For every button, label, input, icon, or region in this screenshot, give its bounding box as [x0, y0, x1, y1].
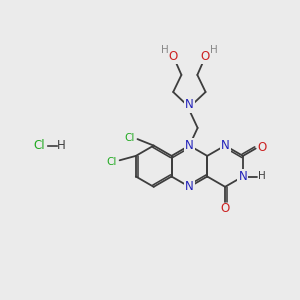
Text: N: N: [185, 98, 194, 111]
Text: O: O: [201, 50, 210, 63]
Text: O: O: [169, 50, 178, 63]
Text: H: H: [210, 45, 218, 55]
Text: O: O: [257, 141, 267, 154]
Text: O: O: [220, 202, 230, 214]
Text: N: N: [221, 139, 230, 152]
Text: Cl: Cl: [33, 139, 45, 152]
Text: Cl: Cl: [106, 157, 117, 167]
Text: N: N: [185, 139, 194, 152]
Text: H: H: [161, 45, 169, 55]
Text: N: N: [185, 180, 194, 193]
Text: Cl: Cl: [124, 133, 134, 142]
Text: N: N: [238, 170, 247, 183]
Text: H: H: [259, 172, 266, 182]
Text: H: H: [57, 139, 66, 152]
